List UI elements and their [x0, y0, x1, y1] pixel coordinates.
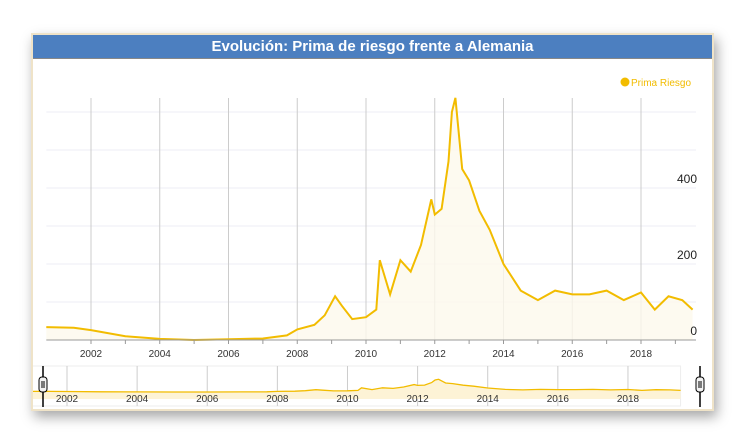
- navigator-tick-label: 2008: [266, 394, 289, 405]
- x-tick-label: 2014: [492, 349, 515, 360]
- navigator-tick-label: 2002: [56, 394, 79, 405]
- navigator-left-handle[interactable]: [38, 376, 48, 393]
- navigator-area: [33, 379, 681, 399]
- x-tick-label: 2008: [286, 349, 309, 360]
- chart-title: Evolución: Prima de riesgo frente a Alem…: [33, 35, 712, 59]
- x-tick-label: 2018: [630, 349, 653, 360]
- y-tick-label: 200: [677, 248, 697, 262]
- x-tick-label: 2010: [355, 349, 378, 360]
- x-tick-label: 2012: [424, 349, 447, 360]
- y-tick-label: 0: [690, 324, 697, 338]
- navigator-background: [33, 365, 682, 407]
- chart-svg: 2002 2004 2006 2008 2010 2012 2014 2016 2018 0 200…: [33, 77, 705, 407]
- legend-label[interactable]: Prima Riesgo: [631, 78, 691, 89]
- navigator-tick-label: 2010: [336, 394, 359, 405]
- x-tick-label: 2002: [80, 349, 103, 360]
- y-tick-label: 400: [677, 172, 697, 186]
- navigator-tick-label: 2018: [617, 394, 640, 405]
- navigator-tick-label: 2016: [547, 394, 570, 405]
- navigator-tick-label: 2004: [126, 394, 149, 405]
- navigator-right-handle[interactable]: [695, 376, 705, 393]
- legend-marker-icon[interactable]: [620, 77, 630, 87]
- navigator-tick-label: 2012: [406, 394, 429, 405]
- x-tick-label: 2004: [149, 349, 172, 360]
- chart-card: Evolución: Prima de riesgo frente a Alem…: [31, 33, 714, 411]
- x-tick-label: 2006: [217, 349, 240, 360]
- x-tick-label: 2016: [561, 349, 584, 360]
- navigator-line: [33, 378, 681, 393]
- series-area: [46, 97, 693, 341]
- navigator-tick-label: 2006: [196, 394, 219, 405]
- navigator-tick-label: 2014: [477, 394, 500, 405]
